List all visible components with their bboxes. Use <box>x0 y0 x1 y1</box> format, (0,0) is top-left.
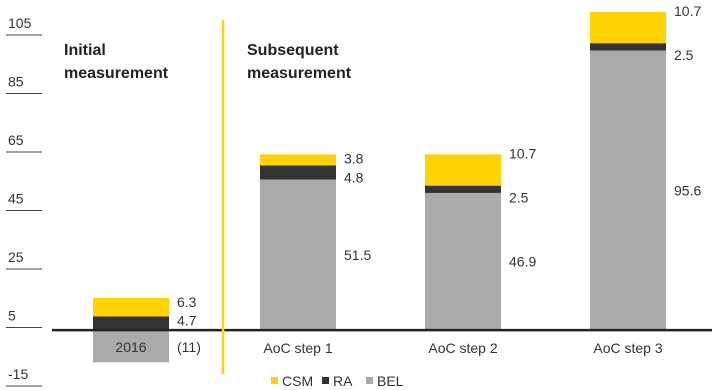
bars <box>93 11 666 363</box>
y-tick-label-45: 45 <box>8 191 24 207</box>
section-label-initial-line2: measurement <box>64 65 169 82</box>
section-label-subsequent-line1: Subsequent <box>247 42 339 59</box>
bar-csm-2016 <box>93 297 169 317</box>
bar-ra-aoc-step-2 <box>425 185 501 193</box>
section-label-subsequent-line2: measurement <box>247 65 352 82</box>
y-tick-label-85: 85 <box>8 74 24 90</box>
legend-swatch-bel <box>366 377 373 384</box>
section-label-initial: Initial measurement <box>64 42 169 82</box>
bar-csm-aoc-step-3 <box>590 11 666 44</box>
bar-csm-aoc-step-2 <box>425 154 501 186</box>
legend-label-csm: CSM <box>282 373 313 389</box>
bar-bel-2016 <box>93 330 169 363</box>
section-label-subsequent: Subsequent measurement <box>247 42 352 82</box>
legend-swatch-csm <box>271 377 278 384</box>
label-ra-2016: 4.7 <box>177 312 197 328</box>
category-labels: 2016 AoC step 1 AoC step 2 AoC step 3 <box>115 339 662 356</box>
category-label-aoc-step-1: AoC step 1 <box>263 340 332 356</box>
bar-ra-aoc-step-3 <box>590 43 666 51</box>
label-ra-aoc-step-3: 2.5 <box>674 47 694 63</box>
y-tick-label-65: 65 <box>8 132 24 148</box>
label-csm-2016: 6.3 <box>177 294 197 310</box>
legend-label-ra: RA <box>333 373 353 389</box>
category-label-2016: 2016 <box>115 339 146 355</box>
bar-bel-aoc-step-3 <box>590 50 666 331</box>
legend: CSM RA BEL <box>271 373 404 389</box>
legend-swatch-ra <box>322 377 329 384</box>
y-tick-label-15: -15 <box>8 366 28 382</box>
section-label-initial-line1: Initial <box>64 42 106 59</box>
label-csm-aoc-step-1: 3.8 <box>344 150 364 166</box>
label-bel-aoc-step-3: 95.6 <box>674 182 701 198</box>
label-csm-aoc-step-3: 10.7 <box>674 3 701 19</box>
bar-csm-aoc-step-1 <box>260 154 336 166</box>
data-labels: (11) 4.7 6.3 51.5 4.8 3.8 46.9 2.5 10.7 95.6 2.5 10… <box>177 3 701 355</box>
label-csm-aoc-step-2: 10.7 <box>509 145 536 161</box>
bar-bel-aoc-step-2 <box>425 192 501 331</box>
label-ra-aoc-step-1: 4.8 <box>344 169 364 185</box>
category-label-aoc-step-2: AoC step 2 <box>428 340 497 356</box>
y-tick-label-25: 25 <box>8 249 24 265</box>
y-axis: -15 5 25 45 65 85 105 <box>6 15 42 387</box>
bar-ra-aoc-step-1 <box>260 165 336 180</box>
y-tick-label-105: 105 <box>8 15 32 31</box>
label-ra-aoc-step-2: 2.5 <box>509 190 529 206</box>
label-bel-2016: (11) <box>177 339 201 355</box>
y-tick-label-5: 5 <box>8 308 16 324</box>
legend-label-bel: BEL <box>377 373 404 389</box>
bar-ra-2016 <box>93 316 169 331</box>
category-label-aoc-step-3: AoC step 3 <box>593 340 662 356</box>
bar-bel-aoc-step-1 <box>260 179 336 331</box>
label-bel-aoc-step-1: 51.5 <box>344 247 371 263</box>
label-bel-aoc-step-2: 46.9 <box>509 254 536 270</box>
